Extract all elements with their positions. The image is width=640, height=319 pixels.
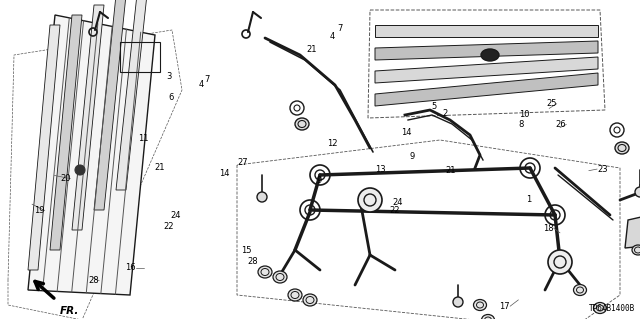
Circle shape — [453, 297, 463, 307]
Ellipse shape — [288, 289, 302, 301]
Ellipse shape — [615, 142, 629, 154]
Text: 22: 22 — [164, 222, 174, 231]
Text: TP64B1400B: TP64B1400B — [589, 304, 635, 313]
Text: 9: 9 — [410, 152, 415, 161]
Text: 4: 4 — [198, 80, 204, 89]
Ellipse shape — [303, 294, 317, 306]
Text: 5: 5 — [432, 102, 437, 111]
Text: 17: 17 — [499, 302, 510, 311]
Text: 15: 15 — [241, 246, 252, 255]
Text: FR.: FR. — [60, 306, 79, 316]
Text: 7: 7 — [204, 75, 209, 84]
Ellipse shape — [632, 245, 640, 255]
Circle shape — [358, 188, 382, 212]
Text: 14: 14 — [219, 169, 229, 178]
Text: 9: 9 — [317, 176, 322, 185]
Text: 3: 3 — [166, 72, 172, 81]
Circle shape — [75, 165, 85, 175]
Text: 16: 16 — [125, 263, 136, 272]
Text: 28: 28 — [247, 257, 258, 266]
Ellipse shape — [593, 302, 607, 314]
Polygon shape — [116, 0, 148, 190]
Circle shape — [257, 192, 267, 202]
Text: 21: 21 — [446, 166, 456, 175]
Text: 25: 25 — [547, 99, 557, 108]
Text: 23: 23 — [597, 165, 608, 174]
Polygon shape — [28, 25, 60, 270]
Ellipse shape — [481, 315, 495, 319]
Ellipse shape — [295, 118, 309, 130]
Text: 18: 18 — [543, 224, 554, 233]
Text: 8: 8 — [518, 120, 524, 129]
Polygon shape — [72, 5, 104, 230]
Polygon shape — [28, 15, 155, 295]
Ellipse shape — [474, 300, 486, 310]
Text: 7: 7 — [337, 24, 342, 33]
Text: 21: 21 — [307, 45, 317, 54]
Text: 14: 14 — [401, 128, 412, 137]
Ellipse shape — [573, 285, 586, 295]
Text: 6: 6 — [169, 93, 174, 102]
Text: 1: 1 — [526, 195, 531, 204]
Ellipse shape — [258, 266, 272, 278]
Text: 11: 11 — [138, 134, 148, 143]
Ellipse shape — [273, 271, 287, 283]
Text: 27: 27 — [237, 158, 248, 167]
Circle shape — [548, 250, 572, 274]
Text: 20: 20 — [60, 174, 70, 183]
Text: 13: 13 — [374, 165, 385, 174]
Polygon shape — [375, 41, 598, 60]
Text: 12: 12 — [327, 139, 337, 148]
Polygon shape — [375, 57, 598, 83]
Polygon shape — [625, 215, 640, 248]
Text: 10: 10 — [520, 110, 530, 119]
Polygon shape — [375, 73, 598, 106]
Text: 24: 24 — [393, 198, 403, 207]
Text: 22: 22 — [390, 206, 400, 215]
Text: 2: 2 — [443, 109, 448, 118]
Text: 4: 4 — [330, 32, 335, 41]
Text: 24: 24 — [170, 211, 180, 220]
Text: 19: 19 — [35, 206, 45, 215]
Text: 28: 28 — [88, 276, 99, 285]
Polygon shape — [50, 15, 82, 250]
Text: 26: 26 — [556, 120, 566, 129]
Polygon shape — [94, 0, 126, 210]
Text: 21: 21 — [155, 163, 165, 172]
Circle shape — [635, 187, 640, 197]
Polygon shape — [375, 25, 598, 37]
Ellipse shape — [481, 49, 499, 61]
